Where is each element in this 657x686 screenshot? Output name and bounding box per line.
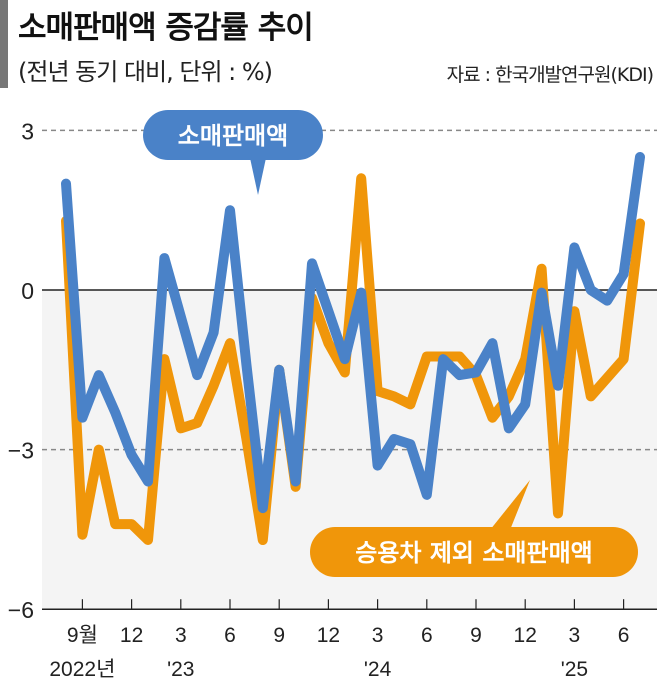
title-accent-bar	[0, 0, 8, 88]
callout-bubble	[143, 110, 323, 160]
series-line-retail-sales	[61, 152, 645, 514]
x-year-label: 2022년	[49, 658, 115, 681]
x-tick-label: 12	[514, 624, 537, 647]
x-tick-label: 3	[569, 624, 581, 647]
x-tick-label: 12	[317, 624, 340, 647]
series-label-retail-sales: 소매판매액	[178, 122, 288, 150]
x-tick-label: 12	[120, 624, 143, 647]
y-tick-label: −6	[8, 597, 34, 623]
chart-subtitle: (전년 동기 대비, 단위 : %)	[18, 58, 273, 86]
x-year-label: '23	[167, 658, 194, 681]
y-tick-label: −3	[8, 438, 34, 464]
callout-pointer	[250, 158, 266, 195]
x-tick-label: 6	[618, 624, 630, 647]
x-year-label: '24	[364, 658, 392, 681]
callout-bubble	[310, 527, 638, 577]
x-tick-label: 9	[273, 624, 285, 647]
x-tick-label: 3	[175, 624, 187, 647]
chart-title: 소매판매액 증감률 추이	[18, 10, 314, 46]
x-year-label: '25	[561, 658, 588, 681]
y-tick-label: 3	[21, 118, 34, 144]
chart-source: 자료 : 한국개발연구원(KDI)	[446, 64, 654, 86]
series-label-excluding-cars: 승용차 제외 소매판매액	[355, 539, 593, 567]
y-tick-label: 0	[21, 278, 34, 304]
callout-pointer	[490, 480, 530, 530]
x-tick-label: 9월	[67, 624, 98, 647]
x-tick-label: 3	[372, 624, 384, 647]
x-tick-label: 9	[470, 624, 482, 647]
x-tick-label: 6	[421, 624, 433, 647]
x-tick-label: 6	[224, 624, 236, 647]
